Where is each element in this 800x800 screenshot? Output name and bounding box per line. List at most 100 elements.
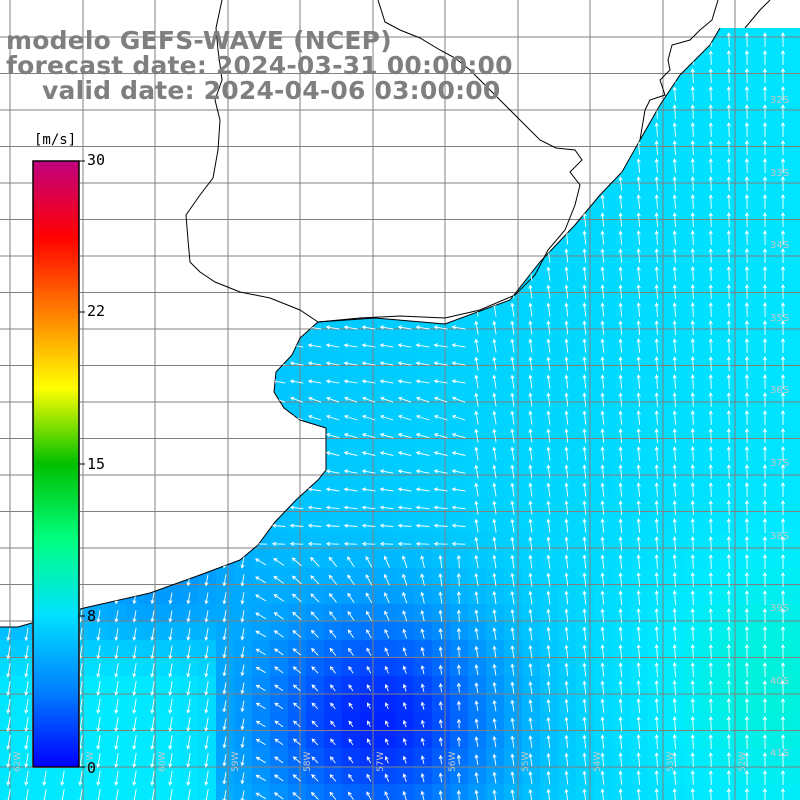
speed-cell	[108, 118, 127, 137]
speed-cell	[360, 694, 379, 713]
wind-arrow	[780, 590, 785, 606]
speed-cell	[792, 244, 800, 263]
wind-arrow	[310, 791, 319, 800]
wind-arrow	[654, 194, 659, 209]
wind-arrow	[780, 302, 785, 318]
wind-arrow	[145, 343, 160, 348]
speed-cell	[234, 190, 253, 209]
wind-arrow	[780, 554, 785, 570]
wind-arrow	[397, 451, 412, 456]
speed-cell	[288, 730, 307, 749]
speed-cell	[576, 190, 595, 209]
speed-cell	[162, 118, 181, 137]
speed-cell	[198, 118, 217, 137]
wind-arrow	[361, 505, 376, 510]
wind-arrow	[456, 789, 461, 800]
wind-arrow	[91, 271, 106, 276]
wind-arrow	[618, 374, 623, 389]
speed-cell	[540, 100, 559, 119]
wind-arrow	[181, 343, 196, 348]
speed-cell	[306, 730, 325, 749]
wind-arrow	[415, 523, 430, 528]
speed-cell	[612, 190, 631, 209]
speed-cell	[288, 586, 307, 605]
wind-arrow	[274, 684, 284, 692]
wind-arrow	[726, 158, 731, 173]
wind-arrow	[528, 68, 533, 83]
wind-arrow	[164, 396, 178, 403]
wind-arrow	[492, 122, 497, 137]
speed-cell	[594, 550, 613, 569]
wind-arrow	[329, 773, 337, 782]
speed-cell	[414, 190, 433, 209]
speed-cell	[486, 406, 505, 425]
speed-cell	[90, 586, 109, 605]
speed-cell	[252, 262, 271, 281]
wind-arrow	[762, 158, 767, 173]
speed-cell	[396, 388, 415, 407]
wind-arrow	[307, 361, 322, 366]
wind-arrow	[618, 302, 623, 317]
wind-arrow	[708, 230, 713, 245]
wind-arrow	[329, 666, 336, 674]
wind-arrow	[492, 771, 497, 784]
valid-date: valid date: 2024-04-06 03:00:00	[42, 76, 501, 105]
speed-cell	[468, 118, 487, 137]
wind-arrow	[6, 681, 11, 696]
wind-arrow	[456, 736, 461, 747]
wind-arrow	[271, 433, 286, 439]
speed-cell	[558, 136, 577, 155]
speed-cell	[126, 190, 145, 209]
speed-cell	[540, 190, 559, 209]
wind-arrow	[384, 702, 389, 710]
wind-arrow	[474, 266, 479, 281]
wind-arrow	[690, 392, 695, 407]
speed-cell	[594, 712, 613, 731]
wind-arrow	[163, 127, 178, 132]
speed-cell	[612, 334, 631, 353]
wind-arrow	[433, 505, 448, 510]
wind-arrow	[420, 628, 425, 639]
wind-arrow	[762, 374, 767, 389]
speed-cell	[342, 370, 361, 389]
wind-arrow	[744, 356, 749, 371]
speed-cell	[288, 118, 307, 137]
wind-arrow	[325, 469, 340, 474]
wind-arrow	[654, 662, 659, 678]
wind-arrow	[127, 271, 142, 276]
wind-arrow	[474, 736, 479, 747]
wind-arrow	[564, 266, 569, 281]
speed-cell	[378, 154, 397, 173]
speed-cell	[108, 172, 127, 191]
speed-cell	[234, 334, 253, 353]
wind-arrow	[510, 464, 515, 479]
speed-cell	[306, 118, 325, 137]
wind-arrow	[762, 68, 767, 83]
wind-arrow	[636, 608, 641, 623]
speed-cell	[540, 154, 559, 173]
speed-cell	[180, 262, 199, 281]
wind-arrow	[780, 194, 785, 210]
wind-arrow	[762, 302, 767, 317]
wind-arrow	[546, 446, 551, 461]
speed-cell	[396, 208, 415, 227]
wind-arrow	[618, 230, 623, 245]
wind-arrow	[510, 428, 515, 443]
wind-arrow	[726, 590, 731, 606]
wind-arrow	[618, 158, 623, 173]
speed-cell	[396, 496, 415, 515]
speed-cell	[252, 244, 271, 263]
wind-arrow	[92, 523, 105, 528]
speed-cell	[504, 172, 523, 191]
wind-arrow	[474, 500, 479, 515]
wind-arrow	[433, 127, 448, 132]
speed-cell	[522, 136, 541, 155]
wind-arrow	[708, 248, 713, 263]
wind-arrow	[600, 662, 605, 677]
speed-cell	[450, 280, 469, 299]
wind-arrow	[132, 574, 137, 587]
speed-cell	[234, 406, 253, 425]
wind-arrow	[582, 554, 587, 569]
wind-arrow	[307, 433, 322, 439]
speed-cell	[486, 622, 505, 641]
